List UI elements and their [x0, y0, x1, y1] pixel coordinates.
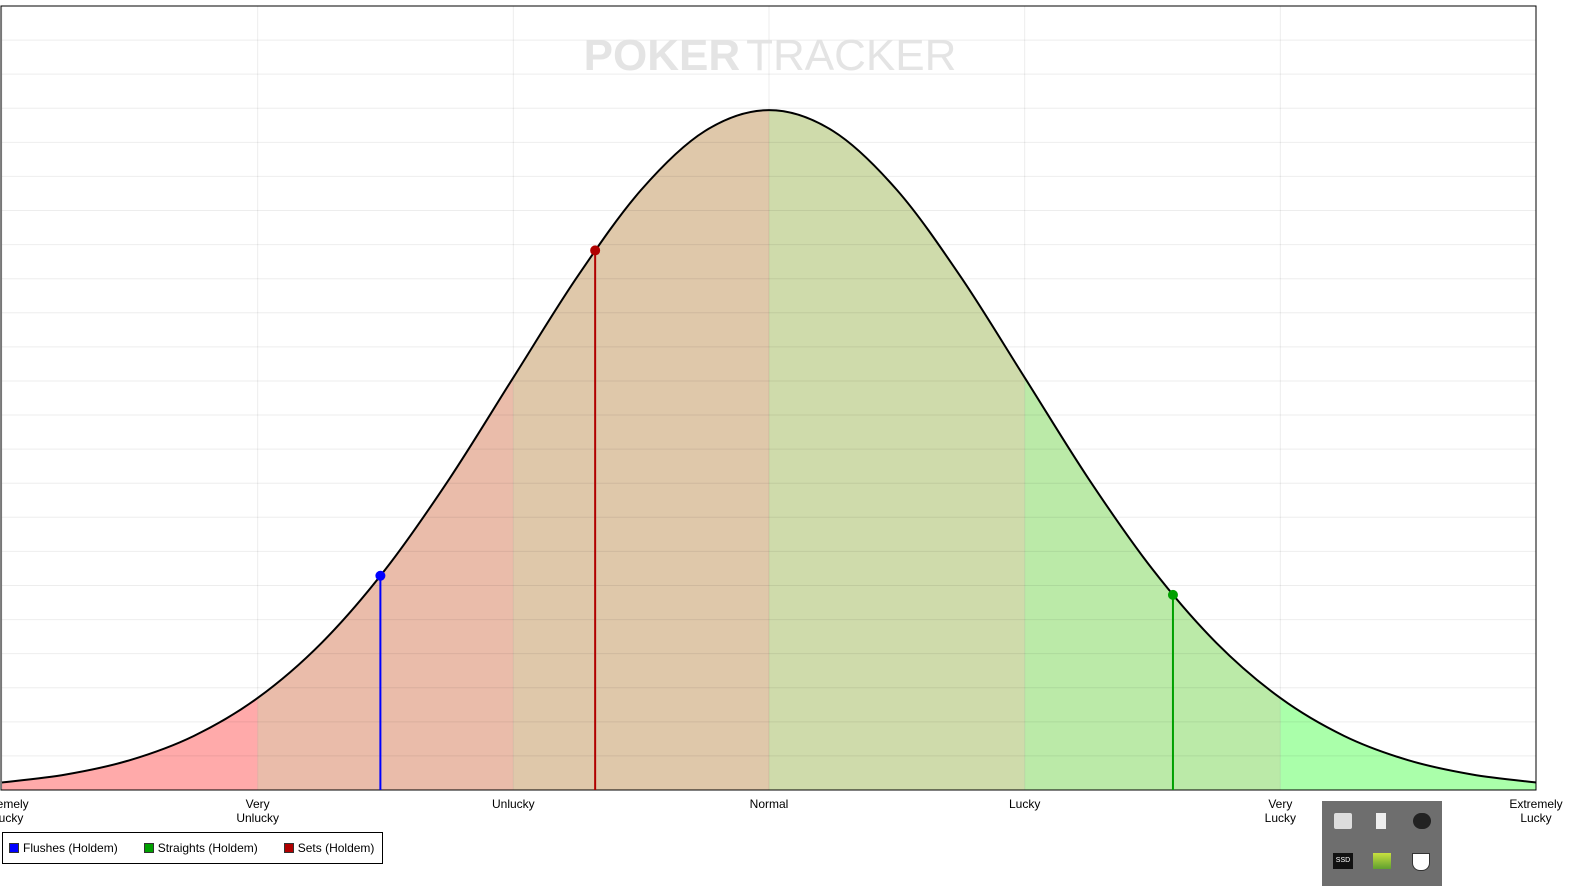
legend: Flushes (Holdem) Straights (Holdem) Sets (… — [2, 832, 384, 864]
legend-item: Flushes (Holdem) — [9, 841, 118, 855]
x-tick-label: Normal — [749, 797, 789, 811]
plot-frame — [0, 5, 1537, 791]
legend-swatch — [283, 843, 294, 853]
tray-icon[interactable] — [1373, 853, 1391, 869]
x-tick-label: Lucky — [1008, 797, 1041, 811]
zone — [257, 110, 514, 790]
watermark-part: PO — [584, 31, 648, 80]
legend-item: Straights (Holdem) — [143, 841, 258, 855]
curve — [1, 109, 1537, 784]
zone — [1280, 110, 1536, 790]
legend-label: Sets (Holdem) — [297, 841, 375, 855]
x-tick-label: Extremely Unlucky — [0, 797, 29, 825]
x-tick-label: Extremely Lucky — [1509, 797, 1563, 825]
tray-popup: SSD — [1322, 801, 1442, 886]
watermark-part: KER — [647, 31, 740, 80]
x-tick-label: Very Unlucky — [236, 797, 279, 825]
watermark: POKER TRACKER — [584, 31, 957, 80]
x-tick-label: Very Lucky — [1264, 797, 1296, 825]
zone — [1024, 110, 1281, 790]
legend-swatch — [9, 843, 19, 853]
zone — [2, 110, 258, 790]
zone — [769, 110, 1025, 790]
marker-point — [375, 570, 386, 581]
tray-icon[interactable] — [1412, 853, 1430, 871]
zone — [513, 110, 769, 790]
legend-label: Flushes (Holdem) — [23, 841, 118, 855]
legend-item: Sets (Holdem) — [283, 841, 375, 855]
marker-point — [590, 245, 601, 256]
x-tick-label: Unlucky — [491, 797, 535, 811]
tray-icon[interactable] — [1334, 813, 1352, 829]
legend-swatch — [143, 843, 154, 853]
watermark-part: TRACKER — [746, 31, 956, 80]
tray-icon[interactable] — [1413, 813, 1431, 829]
tray-icon[interactable] — [1376, 813, 1386, 829]
tray-icon[interactable]: SSD — [1333, 853, 1353, 869]
marker-point — [1167, 589, 1178, 600]
legend-label: Straights (Holdem) — [157, 841, 258, 855]
